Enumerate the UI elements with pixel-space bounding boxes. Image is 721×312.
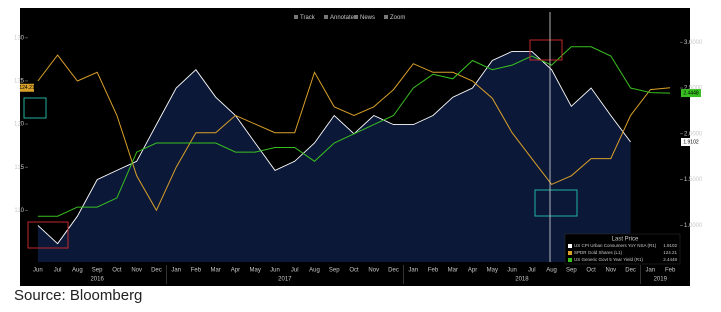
legend-value: 1.9102 xyxy=(663,243,677,248)
x-tick-label: Jul xyxy=(54,268,62,274)
year-label: 2018 xyxy=(515,277,529,283)
chart: Track Annotate News Zoom 110 115 120 125 130 1.00… xyxy=(14,8,703,286)
x-tick-label: Feb xyxy=(428,268,439,274)
area-line xyxy=(37,50,631,245)
x-tick-label: Dec xyxy=(151,268,162,274)
x-tick-label: Apr xyxy=(468,268,477,274)
area-fill xyxy=(37,51,631,263)
x-tick-label: Aug xyxy=(309,268,320,274)
x-tick-label: Oct xyxy=(349,268,359,274)
legend-title: Last Price xyxy=(612,237,639,243)
toolbar-button[interactable]: Zoom xyxy=(390,15,405,21)
legend-label: SPDR Gold Shares (L1) xyxy=(574,250,623,255)
legend-value: 124.21 xyxy=(663,250,677,255)
x-tick-label: Feb xyxy=(665,268,676,274)
toolbar-button[interactable]: Track xyxy=(300,15,316,21)
annotation-box xyxy=(534,189,578,217)
x-tick-label: Jun xyxy=(270,268,280,274)
last-value-label: 124.21 xyxy=(19,85,35,91)
toolbar-icon[interactable] xyxy=(294,15,298,19)
last-value-flag xyxy=(20,83,34,92)
y-tick-label: 125 xyxy=(14,79,25,85)
x-tick-label: Jan xyxy=(408,268,418,274)
y-tick-label: 115 xyxy=(14,165,24,171)
x-tick-label: May xyxy=(250,268,261,274)
series-line xyxy=(37,46,671,217)
year-label: 2019 xyxy=(654,277,668,283)
last-value-label: 1.9102 xyxy=(683,139,699,145)
x-tick-label: Apr xyxy=(231,268,240,274)
x-tick-label: Nov xyxy=(606,268,617,274)
y2-tick-label: 2.0000 xyxy=(684,131,703,137)
annotation-box xyxy=(529,39,563,61)
x-tick-label: Jan xyxy=(646,268,656,274)
y2-tick-label: 2.5000 xyxy=(684,86,703,92)
legend-box xyxy=(564,233,681,265)
last-value-flag xyxy=(681,138,701,147)
legend-swatch xyxy=(568,258,572,262)
series-line xyxy=(37,54,671,212)
y-tick-label: 120 xyxy=(14,122,25,128)
year-label: 2017 xyxy=(278,277,292,283)
annotation-box xyxy=(23,97,47,119)
toolbar-icon[interactable] xyxy=(354,15,358,19)
x-tick-label: Nov xyxy=(368,268,379,274)
y-tick-label: 110 xyxy=(14,208,24,214)
legend-value: 2.4448 xyxy=(663,257,677,262)
x-tick-label: Mar xyxy=(211,268,221,274)
x-tick-label: Jun xyxy=(507,268,517,274)
last-value-label: 2.4448 xyxy=(683,90,699,96)
annotation-box xyxy=(27,221,69,249)
toolbar-icon[interactable] xyxy=(324,15,328,19)
source: Source: Bloomberg xyxy=(14,287,143,304)
x-tick-label: Jul xyxy=(528,268,536,274)
x-tick-label: Jul xyxy=(291,268,299,274)
y2-tick-label: 1.0000 xyxy=(684,223,703,229)
toolbar-button[interactable]: News xyxy=(360,15,375,21)
x-tick-label: Aug xyxy=(72,268,83,274)
x-tick-label: Oct xyxy=(112,268,122,274)
x-tick-label: Jan xyxy=(171,268,181,274)
legend-label: US Generic Govt 5 Year Yield (R1) xyxy=(574,257,644,262)
x-tick-label: Sep xyxy=(329,268,340,274)
x-tick-label: Sep xyxy=(566,268,577,274)
x-tick-label: Oct xyxy=(586,268,596,274)
y-tick-label: 130 xyxy=(14,35,25,41)
year-label: 2016 xyxy=(90,277,104,283)
x-tick-label: Dec xyxy=(625,268,636,274)
last-value-flag xyxy=(681,89,701,98)
x-tick-label: Feb xyxy=(191,268,202,274)
legend-label: US CPI Urban Consumers YoY NSA (R1) xyxy=(574,243,657,248)
x-tick-label: Jun xyxy=(33,268,43,274)
legend-swatch xyxy=(568,244,572,248)
x-tick-label: Dec xyxy=(388,268,399,274)
x-tick-label: Nov xyxy=(131,268,142,274)
x-tick-label: Mar xyxy=(448,268,458,274)
x-tick-label: Sep xyxy=(92,268,103,274)
y2-tick-label: 1.5000 xyxy=(684,177,703,183)
y2-tick-label: 3.0000 xyxy=(684,40,703,46)
toolbar-icon[interactable] xyxy=(384,15,388,19)
x-tick-label: May xyxy=(487,268,498,274)
legend-swatch xyxy=(568,251,572,255)
x-tick-label: Aug xyxy=(546,268,557,274)
toolbar-button[interactable]: Annotate xyxy=(330,15,355,21)
